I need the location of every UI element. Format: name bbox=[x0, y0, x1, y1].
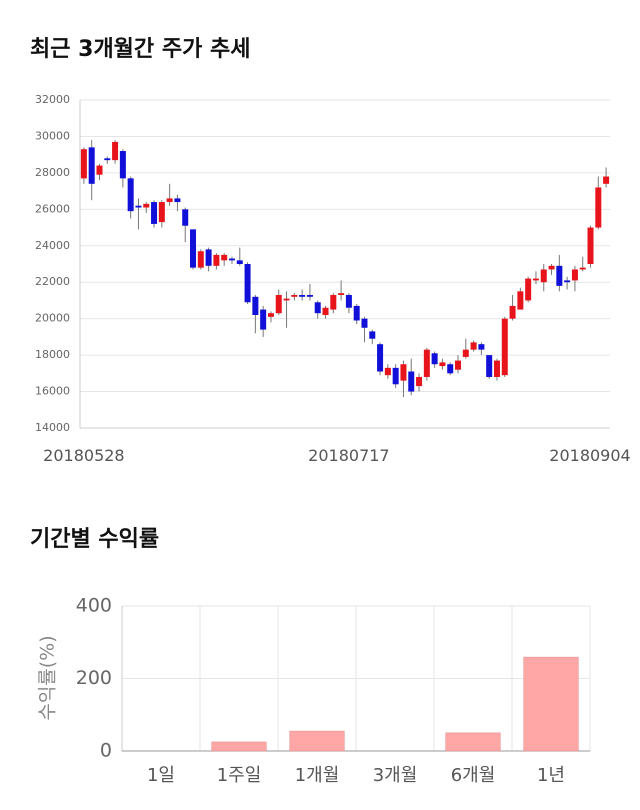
candle-body bbox=[236, 260, 243, 264]
candle-body bbox=[377, 344, 384, 372]
candle-body bbox=[96, 165, 103, 175]
y-tick-label: 14000 bbox=[35, 421, 70, 434]
candle-body bbox=[478, 344, 485, 350]
y-tick-label: 24000 bbox=[35, 239, 70, 252]
candle-body bbox=[369, 331, 376, 339]
bar bbox=[445, 732, 501, 752]
candle-body bbox=[439, 362, 446, 367]
candle-body bbox=[462, 349, 469, 357]
candle-body bbox=[338, 293, 345, 295]
candle-body bbox=[564, 280, 571, 283]
candle-body bbox=[532, 278, 539, 281]
candle-body bbox=[104, 158, 111, 161]
candle-body bbox=[283, 298, 290, 301]
candle-body bbox=[182, 209, 189, 226]
y-tick-label: 20000 bbox=[35, 312, 70, 325]
candle-body bbox=[306, 294, 313, 297]
bar bbox=[289, 730, 345, 752]
candle-body bbox=[275, 294, 282, 314]
candle-body bbox=[447, 364, 454, 374]
y-tick-label: 28000 bbox=[35, 166, 70, 179]
candle-body bbox=[392, 367, 399, 385]
chart-title: 기간별 수익률 bbox=[30, 527, 159, 552]
candle-body bbox=[525, 278, 532, 301]
candle-body bbox=[517, 291, 524, 310]
candle-body bbox=[135, 205, 142, 208]
y-tick-label: 200 bbox=[76, 667, 112, 689]
candle-body bbox=[151, 202, 158, 224]
x-tick-label: 1년 bbox=[537, 765, 565, 786]
candle-body bbox=[330, 294, 337, 310]
candle-body bbox=[556, 265, 563, 286]
candle-body bbox=[587, 227, 594, 264]
x-tick-label: 20180528 bbox=[43, 446, 124, 465]
candle-body bbox=[174, 198, 181, 203]
candle-body bbox=[80, 149, 87, 179]
candle-body bbox=[416, 376, 423, 387]
candle-body bbox=[423, 349, 430, 377]
candle-body bbox=[197, 251, 204, 268]
y-tick-label: 18000 bbox=[35, 348, 70, 361]
candle-body bbox=[322, 307, 329, 316]
x-tick-label: 3개월 bbox=[373, 765, 418, 786]
y-tick-label: 16000 bbox=[35, 385, 70, 398]
candle-body bbox=[493, 360, 500, 377]
candle-body bbox=[595, 187, 602, 228]
candle-body bbox=[603, 176, 610, 184]
y-tick-label: 30000 bbox=[35, 129, 70, 142]
candle-body bbox=[252, 296, 259, 316]
candle-body bbox=[571, 269, 578, 281]
candle-body bbox=[291, 294, 298, 297]
candle-body bbox=[455, 360, 462, 370]
candle-body bbox=[112, 141, 119, 161]
candle-body bbox=[486, 355, 493, 377]
candle-body bbox=[579, 267, 586, 270]
candle-body bbox=[267, 313, 274, 317]
y-tick-label: 0 bbox=[100, 740, 112, 762]
candle-body bbox=[384, 367, 391, 376]
candle-body bbox=[127, 178, 134, 212]
x-tick-label: 20180904 bbox=[549, 446, 630, 465]
candle-body bbox=[190, 229, 197, 268]
candle-body bbox=[213, 254, 220, 266]
candle-body bbox=[400, 364, 407, 381]
candle-body bbox=[299, 294, 306, 297]
candle-body bbox=[548, 265, 555, 270]
y-tick-label: 26000 bbox=[35, 202, 70, 215]
x-tick-label: 20180717 bbox=[308, 446, 389, 465]
candle-body bbox=[361, 318, 368, 328]
y-axis-label: 수익률(%) bbox=[37, 635, 59, 720]
bar bbox=[523, 656, 579, 752]
candle-body bbox=[431, 353, 438, 365]
candle-body bbox=[470, 342, 477, 350]
candle-body bbox=[143, 203, 150, 208]
candle-body bbox=[540, 269, 547, 283]
candle-body bbox=[228, 258, 235, 261]
candle-body bbox=[345, 294, 352, 308]
chart-title: 최근 3개월간 주가 추세 bbox=[30, 37, 250, 62]
candle-body bbox=[408, 371, 415, 392]
y-tick-label: 32000 bbox=[35, 93, 70, 106]
candle-body bbox=[314, 302, 321, 314]
x-tick-label: 1개월 bbox=[295, 765, 340, 786]
bar bbox=[211, 741, 267, 752]
candle-body bbox=[509, 305, 516, 319]
candle-body bbox=[166, 198, 173, 203]
x-tick-label: 6개월 bbox=[451, 765, 496, 786]
candle-body bbox=[88, 147, 95, 184]
y-tick-label: 400 bbox=[76, 595, 112, 617]
y-tick-label: 22000 bbox=[35, 275, 70, 288]
candle-body bbox=[353, 305, 360, 321]
candle-body bbox=[260, 309, 267, 330]
candle-body bbox=[221, 254, 228, 261]
candle-body bbox=[205, 249, 212, 266]
candle-body bbox=[119, 151, 126, 179]
x-tick-label: 1주일 bbox=[217, 765, 262, 786]
candle-body bbox=[158, 202, 165, 223]
candle-body bbox=[501, 318, 508, 376]
x-tick-label: 1일 bbox=[147, 765, 175, 786]
candle-body bbox=[244, 264, 251, 303]
